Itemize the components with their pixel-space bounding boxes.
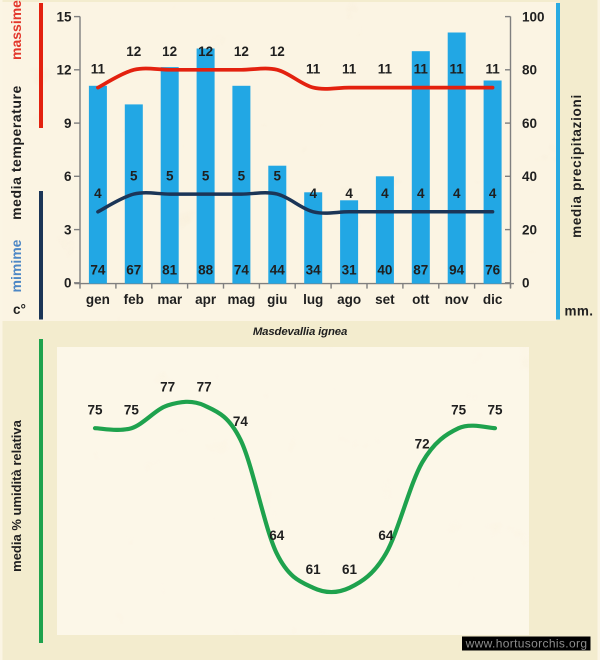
svg-text:apr: apr <box>195 292 217 307</box>
svg-text:4: 4 <box>453 186 461 201</box>
svg-text:72: 72 <box>415 437 430 452</box>
svg-text:11: 11 <box>91 62 106 77</box>
svg-text:mar: mar <box>157 292 183 307</box>
svg-text:9: 9 <box>64 116 72 131</box>
svg-text:11: 11 <box>485 62 500 77</box>
svg-text:31: 31 <box>342 262 358 277</box>
svg-text:77: 77 <box>160 380 175 395</box>
svg-text:mm.: mm. <box>565 304 594 319</box>
svg-text:5: 5 <box>166 168 174 183</box>
svg-text:75: 75 <box>87 403 103 418</box>
svg-text:giu: giu <box>267 292 287 307</box>
svg-text:12: 12 <box>162 44 177 59</box>
svg-text:64: 64 <box>378 528 394 543</box>
svg-text:75: 75 <box>487 403 503 418</box>
svg-text:0: 0 <box>64 276 72 291</box>
svg-text:34: 34 <box>306 262 322 277</box>
svg-text:ott: ott <box>412 292 430 307</box>
svg-text:3: 3 <box>64 222 72 237</box>
svg-text:67: 67 <box>126 262 141 277</box>
svg-text:4: 4 <box>94 186 102 201</box>
svg-text:ago: ago <box>337 292 361 307</box>
svg-text:11: 11 <box>414 62 429 77</box>
svg-text:44: 44 <box>270 262 286 277</box>
svg-text:11: 11 <box>306 62 321 77</box>
svg-text:74: 74 <box>233 414 249 429</box>
svg-text:74: 74 <box>234 262 250 277</box>
svg-text:mag: mag <box>228 292 256 307</box>
svg-text:75: 75 <box>124 403 140 418</box>
svg-text:feb: feb <box>124 292 144 307</box>
svg-text:4: 4 <box>417 186 425 201</box>
svg-text:5: 5 <box>130 168 138 183</box>
svg-text:4: 4 <box>309 186 317 201</box>
svg-text:www.hortusorchis.org: www.hortusorchis.org <box>465 636 588 650</box>
svg-text:40: 40 <box>522 169 537 184</box>
svg-text:61: 61 <box>342 562 358 577</box>
svg-text:77: 77 <box>197 380 212 395</box>
svg-text:0: 0 <box>522 276 530 291</box>
svg-text:15: 15 <box>56 9 72 24</box>
svg-text:12: 12 <box>56 63 71 78</box>
svg-text:dic: dic <box>483 292 503 307</box>
svg-text:4: 4 <box>345 186 353 201</box>
svg-text:media precipitazioni: media precipitazioni <box>569 94 584 238</box>
svg-text:88: 88 <box>198 262 214 277</box>
svg-text:5: 5 <box>274 168 282 183</box>
svg-text:massime: massime <box>8 0 24 60</box>
svg-text:60: 60 <box>522 116 537 131</box>
svg-text:11: 11 <box>378 62 393 77</box>
svg-text:12: 12 <box>126 44 141 59</box>
svg-text:gen: gen <box>86 292 110 307</box>
svg-text:76: 76 <box>485 262 501 277</box>
svg-text:61: 61 <box>306 562 322 577</box>
svg-text:lug: lug <box>303 292 323 307</box>
svg-text:nov: nov <box>445 292 469 307</box>
svg-text:set: set <box>375 292 395 307</box>
svg-text:media % umidità relativa: media % umidità relativa <box>9 419 24 571</box>
svg-text:20: 20 <box>522 222 537 237</box>
svg-text:87: 87 <box>413 262 428 277</box>
svg-text:4: 4 <box>489 186 497 201</box>
svg-text:12: 12 <box>198 44 213 59</box>
svg-text:75: 75 <box>451 403 467 418</box>
svg-text:74: 74 <box>90 262 106 277</box>
svg-text:c°: c° <box>13 302 26 317</box>
svg-text:mimime: mimime <box>8 239 24 292</box>
svg-text:media temperature: media temperature <box>8 85 24 220</box>
svg-text:80: 80 <box>522 63 537 78</box>
svg-text:94: 94 <box>449 262 465 277</box>
svg-text:64: 64 <box>269 528 285 543</box>
svg-text:81: 81 <box>162 262 178 277</box>
svg-text:5: 5 <box>238 168 246 183</box>
svg-text:12: 12 <box>234 44 249 59</box>
svg-text:11: 11 <box>342 62 357 77</box>
svg-text:40: 40 <box>377 262 392 277</box>
svg-text:12: 12 <box>270 44 285 59</box>
svg-text:5: 5 <box>202 168 210 183</box>
svg-text:100: 100 <box>522 9 545 24</box>
svg-text:Masdevallia ignea: Masdevallia ignea <box>253 326 347 338</box>
svg-text:6: 6 <box>64 169 72 184</box>
svg-text:4: 4 <box>381 186 389 201</box>
svg-text:11: 11 <box>450 62 465 77</box>
